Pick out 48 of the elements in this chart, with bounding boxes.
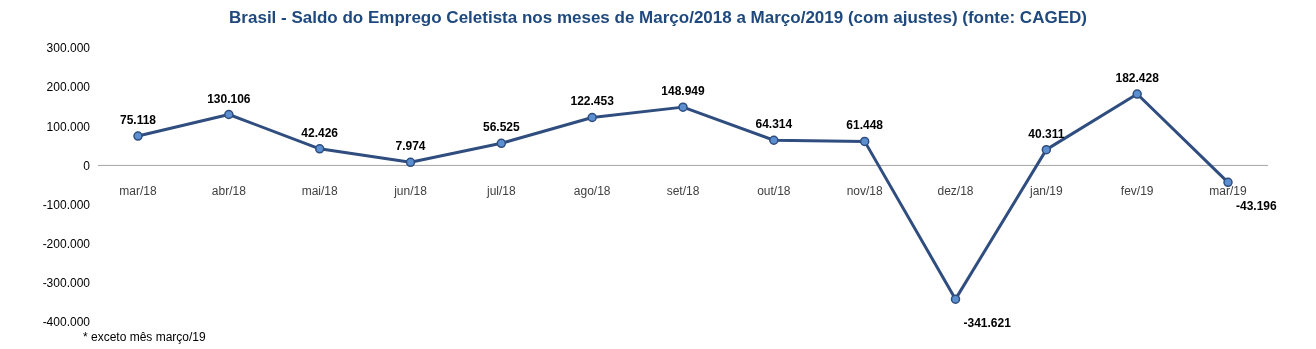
point: [496, 138, 507, 149]
x-tick-label: mar/18: [119, 184, 157, 199]
x-tick-label: mar/19: [1209, 184, 1247, 199]
data-label: -43.196: [1236, 199, 1278, 214]
point: [224, 109, 234, 120]
x-tick-label: set/18: [666, 184, 700, 199]
data-label: 40.311: [1028, 126, 1065, 141]
data-label: 64.314: [755, 117, 793, 132]
y-tick-label: 0: [83, 158, 91, 173]
chart-title: Brasil - Saldo do Emprego Celetista nos meses de Março/2018 a Março/2019 (com ajustes) (fonte: CAGED): [228, 8, 1088, 29]
y-tick-label: -200.000: [42, 236, 91, 251]
point: [133, 131, 143, 141]
data-label: 61.448: [846, 118, 884, 133]
x-tick-label: jun/18: [393, 184, 428, 199]
data-label: 75.118: [119, 113, 157, 128]
y-tick-label: 100.000: [46, 119, 91, 134]
data-label: -341.621: [963, 316, 1012, 331]
y-tick-label: -300.000: [42, 276, 91, 291]
x-tick-label: fev/19: [1120, 184, 1154, 199]
x-tick-label: jan/19: [1028, 184, 1063, 199]
x-tick-label: mai/18: [301, 184, 338, 199]
data-label: 42.426: [301, 125, 339, 140]
point: [678, 102, 688, 112]
data-label: 56.525: [482, 120, 521, 135]
text: * exceto mês março/19: [83, 330, 207, 344]
data-label: 130.106: [207, 91, 251, 106]
point: [587, 112, 597, 123]
data-label: 7.974: [395, 139, 426, 154]
point: [859, 136, 870, 147]
point: [405, 157, 416, 168]
x-tick-label: jul/18: [485, 184, 516, 199]
point: [314, 144, 325, 154]
point: [1132, 89, 1142, 99]
y-tick-label: 200.000: [46, 80, 91, 95]
x-tick-label: abr/18: [211, 184, 247, 199]
data-label: 122.453: [570, 94, 615, 109]
data-label: 148.949: [661, 84, 706, 99]
x-tick-label: out/18: [757, 184, 791, 199]
point: [769, 135, 779, 145]
x-tick-label: nov/18: [846, 184, 884, 199]
y-tick-label: 300.000: [46, 41, 91, 56]
data-label: 182.428: [1115, 71, 1160, 86]
y-tick-label: -400.000: [42, 315, 91, 330]
point: [950, 294, 961, 304]
point: [1041, 144, 1052, 155]
x-tick-label: dez/18: [937, 184, 974, 199]
x-tick-label: ago/18: [573, 184, 611, 199]
y-tick-label: -100.000: [42, 197, 91, 212]
